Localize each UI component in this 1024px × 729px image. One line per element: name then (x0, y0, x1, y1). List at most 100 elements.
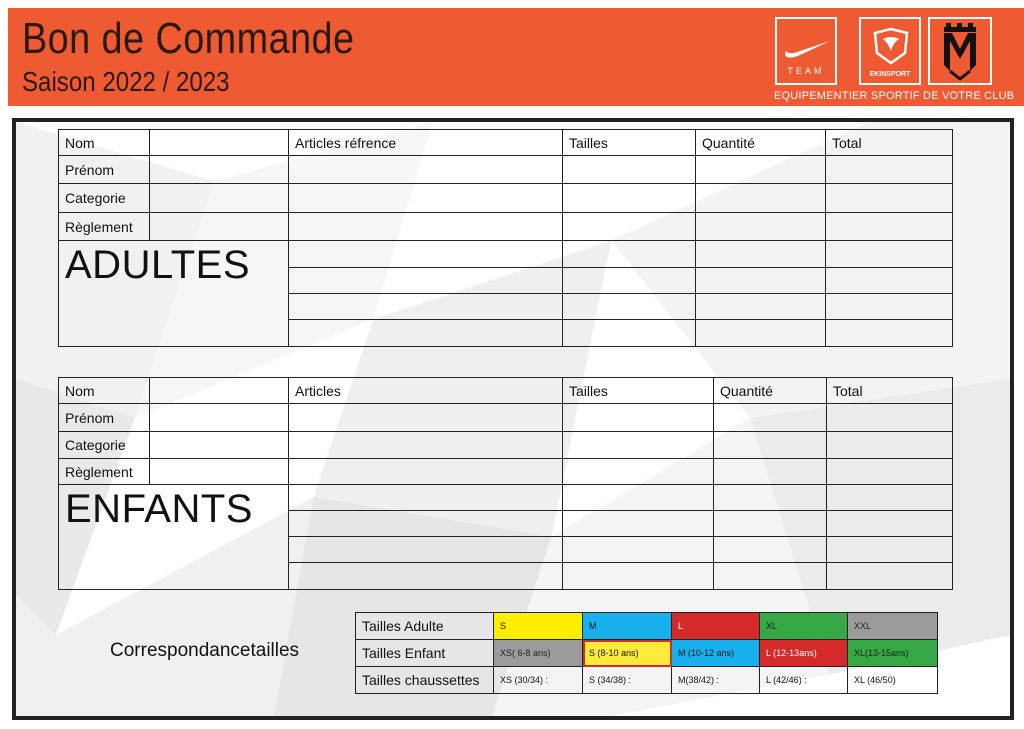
size-cell: XL(13-15ans) (847, 639, 938, 667)
enfants-nom-field[interactable] (149, 377, 289, 404)
table-cell[interactable] (562, 484, 714, 511)
table-cell[interactable] (826, 458, 953, 485)
table-cell[interactable] (826, 536, 953, 563)
enfants-col-tailles: Tailles (562, 377, 714, 404)
nike-logo: TEAM (775, 17, 837, 85)
page-subtitle: Saison 2022 / 2023 (22, 66, 230, 97)
table-cell[interactable] (288, 510, 563, 537)
table-cell[interactable] (825, 155, 953, 184)
table-cell[interactable] (695, 319, 826, 347)
adultes-col-articles: Articles réfrence (288, 129, 563, 156)
enfants-col-total: Total (826, 377, 953, 404)
table-cell[interactable] (826, 562, 953, 590)
page-title: Bon de Commande (22, 14, 355, 63)
enfants-reglement-field[interactable] (149, 458, 289, 485)
size-cell: L (42/46) : (759, 666, 848, 694)
size-cell: S (34/38) : (582, 666, 672, 694)
table-cell[interactable] (695, 267, 826, 294)
size-cell: XL (46/50) (847, 666, 938, 694)
table-cell[interactable] (562, 155, 696, 184)
table-cell[interactable] (288, 183, 563, 213)
table-cell[interactable] (288, 212, 563, 241)
tagline: EQUIPEMENTIER SPORTIF DE VOTRE CLUB (774, 90, 1015, 102)
table-cell[interactable] (713, 484, 827, 511)
table-cell[interactable] (288, 293, 563, 320)
table-cell[interactable] (288, 431, 563, 459)
table-cell[interactable] (562, 267, 696, 294)
table-cell[interactable] (825, 240, 953, 268)
table-cell[interactable] (713, 403, 827, 432)
table-cell[interactable] (562, 293, 696, 320)
table-cell[interactable] (695, 293, 826, 320)
table-cell[interactable] (562, 240, 696, 268)
table-cell[interactable] (288, 484, 563, 511)
size-cell: M(38/42) : (671, 666, 760, 694)
table-cell[interactable] (288, 267, 563, 294)
correspondance-label: Correspondancetailles (110, 640, 300, 661)
table-cell[interactable] (695, 183, 826, 213)
adultes-nom-field[interactable] (149, 129, 289, 156)
table-cell[interactable] (825, 267, 953, 294)
table-cell[interactable] (562, 212, 696, 241)
adultes-table: Nom Articles réfrence Tailles Quantité T… (58, 129, 953, 347)
size-cell: L (671, 612, 760, 640)
adultes-section-label: ADULTES (58, 240, 289, 347)
table-cell[interactable] (288, 319, 563, 347)
table-cell[interactable] (562, 562, 714, 590)
table-cell[interactable] (562, 183, 696, 213)
table-cell[interactable] (562, 510, 714, 537)
size-cell: S (8-10 ans) (582, 639, 672, 667)
enfants-prenom-label: Prénom (58, 403, 150, 432)
size-cell: XL (759, 612, 848, 640)
table-cell[interactable] (826, 403, 953, 432)
enfants-section-label: ENFANTS (58, 484, 289, 590)
table-cell[interactable] (713, 458, 827, 485)
size-row-label: Tailles Enfant (355, 639, 494, 667)
table-cell[interactable] (562, 319, 696, 347)
table-cell[interactable] (826, 484, 953, 511)
ekinsport-shield-icon (873, 27, 909, 65)
table-cell[interactable] (713, 562, 827, 590)
adultes-col-quantite: Quantité (695, 129, 826, 156)
size-row-label: Tailles chaussettes (355, 666, 494, 694)
table-cell[interactable] (288, 536, 563, 563)
enfants-prenom-field[interactable] (149, 403, 289, 432)
adultes-categorie-field[interactable] (149, 183, 289, 213)
adultes-prenom-field[interactable] (149, 155, 289, 184)
table-cell[interactable] (713, 536, 827, 563)
nike-swoosh-icon (785, 41, 830, 58)
table-cell[interactable] (825, 183, 953, 213)
table-cell[interactable] (562, 403, 714, 432)
adultes-prenom-label: Prénom (58, 155, 150, 184)
club-crest-icon (944, 23, 976, 81)
table-cell[interactable] (825, 293, 953, 320)
table-cell[interactable] (695, 212, 826, 241)
table-cell[interactable] (695, 155, 826, 184)
table-cell[interactable] (695, 240, 826, 268)
table-cell[interactable] (288, 403, 563, 432)
adultes-reglement-field[interactable] (149, 212, 289, 241)
table-cell[interactable] (825, 319, 953, 347)
table-cell[interactable] (288, 155, 563, 184)
ekinsport-logo: EKINSPORT (859, 17, 921, 85)
size-cell: XS( 6-8 ans) (493, 639, 583, 667)
table-cell[interactable] (713, 510, 827, 537)
club-logo (928, 17, 992, 85)
table-cell[interactable] (562, 536, 714, 563)
table-cell[interactable] (826, 431, 953, 459)
size-row-label: Tailles Adulte (355, 612, 494, 640)
enfants-nom-label: Nom (58, 377, 150, 404)
nike-team-label: TEAM (787, 66, 825, 76)
table-cell[interactable] (288, 562, 563, 590)
table-cell[interactable] (713, 431, 827, 459)
adultes-categorie-label: Categorie (58, 183, 150, 213)
table-cell[interactable] (288, 240, 563, 268)
table-cell[interactable] (562, 458, 714, 485)
table-cell[interactable] (826, 510, 953, 537)
enfants-categorie-label: Categorie (58, 431, 150, 459)
table-cell[interactable] (562, 431, 714, 459)
table-cell[interactable] (288, 458, 563, 485)
table-cell[interactable] (825, 212, 953, 241)
enfants-categorie-field[interactable] (149, 431, 289, 459)
size-correspondence-table: Tailles Adulte S M L XL XXL Tailles Enfa… (355, 612, 938, 694)
